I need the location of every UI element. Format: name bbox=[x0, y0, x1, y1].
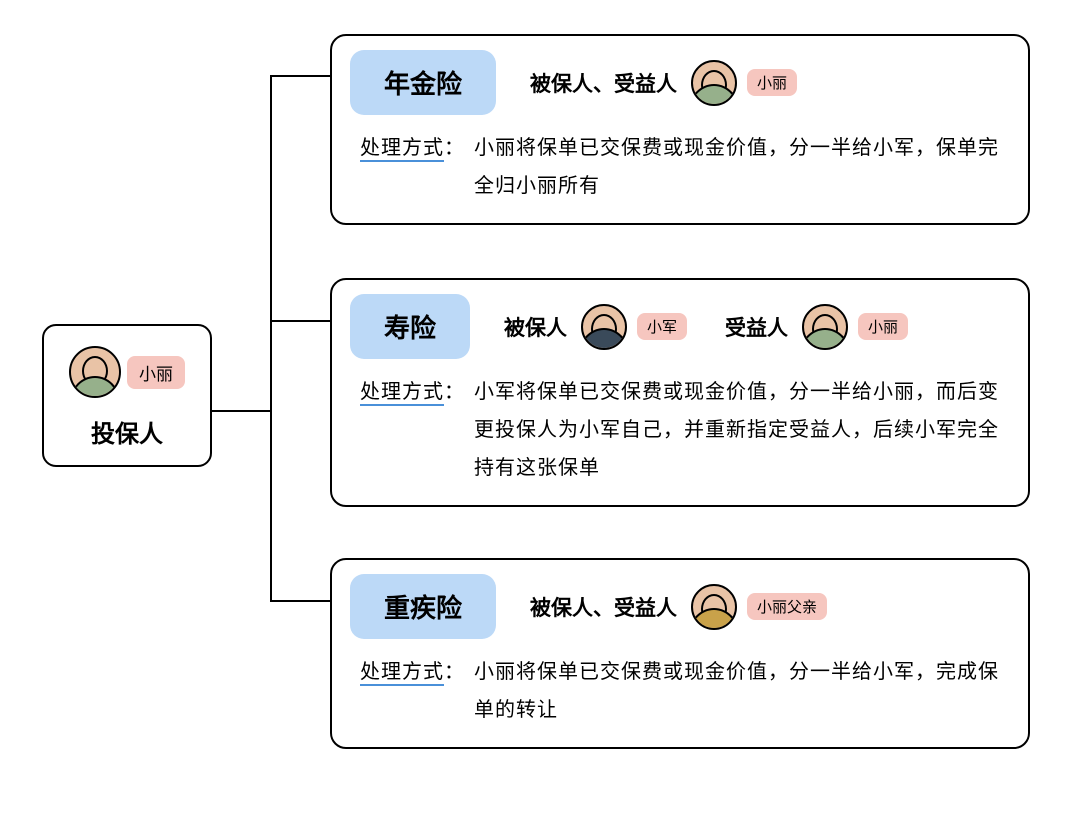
connector-line bbox=[212, 410, 270, 412]
role-label: 受益人 bbox=[725, 312, 788, 342]
root-avatar-row: 小丽 bbox=[69, 346, 185, 398]
root-name-tag: 小丽 bbox=[127, 356, 185, 389]
insurance-type-tab: 年金险 bbox=[350, 50, 496, 115]
roles-row: 被保人、受益人 小丽父亲 bbox=[530, 584, 827, 630]
avatar-woman bbox=[802, 304, 848, 350]
avatar-elder bbox=[691, 584, 737, 630]
person-name-tag: 小丽父亲 bbox=[747, 593, 827, 620]
branch-header: 年金险 被保人、受益人 小丽 bbox=[332, 36, 1028, 115]
insurance-type-tab: 重疾险 bbox=[350, 574, 496, 639]
role-label: 被保人、受益人 bbox=[530, 68, 677, 98]
process-row: 处理方式： 小军将保单已交保费或现金价值，分一半给小丽，而后变更投保人为小军自己，… bbox=[332, 359, 1028, 487]
person-name-tag: 小丽 bbox=[747, 69, 797, 96]
role-label: 被保人 bbox=[504, 312, 567, 342]
person-name-tag: 小军 bbox=[637, 313, 687, 340]
process-label: 处理方式： bbox=[360, 373, 464, 404]
roles-row: 被保人、受益人 小丽 bbox=[530, 60, 797, 106]
root-role-label: 投保人 bbox=[91, 414, 163, 449]
process-row: 处理方式： 小丽将保单已交保费或现金价值，分一半给小军，完成保单的转让 bbox=[332, 639, 1028, 729]
avatar-woman bbox=[69, 346, 121, 398]
branch-box-0: 年金险 被保人、受益人 小丽处理方式： 小丽将保单已交保费或现金价值，分一半给小军，保… bbox=[330, 34, 1030, 225]
branch-box-1: 寿险 被保人 小军 受益人 小丽处理方式： 小军将保单已交保费或现金价值，分一半给小丽，而… bbox=[330, 278, 1030, 507]
avatar-woman bbox=[691, 60, 737, 106]
roles-row: 被保人 小军 受益人 小丽 bbox=[504, 304, 908, 350]
connector-line bbox=[270, 600, 330, 602]
insurance-type-tab: 寿险 bbox=[350, 294, 470, 359]
connector-line bbox=[270, 75, 272, 602]
connector-line bbox=[270, 320, 330, 322]
process-label: 处理方式： bbox=[360, 129, 464, 160]
process-text: 小军将保单已交保费或现金价值，分一半给小丽，而后变更投保人为小军自己，并重新指定… bbox=[474, 373, 1000, 487]
branch-header: 寿险 被保人 小军 受益人 小丽 bbox=[332, 280, 1028, 359]
process-row: 处理方式： 小丽将保单已交保费或现金价值，分一半给小军，保单完全归小丽所有 bbox=[332, 115, 1028, 205]
person-name-tag: 小丽 bbox=[858, 313, 908, 340]
branch-header: 重疾险 被保人、受益人 小丽父亲 bbox=[332, 560, 1028, 639]
role-label: 被保人、受益人 bbox=[530, 592, 677, 622]
avatar-man bbox=[581, 304, 627, 350]
process-label: 处理方式： bbox=[360, 653, 464, 684]
root-policyholder-box: 小丽 投保人 bbox=[42, 324, 212, 467]
process-text: 小丽将保单已交保费或现金价值，分一半给小军，保单完全归小丽所有 bbox=[474, 129, 1000, 205]
process-text: 小丽将保单已交保费或现金价值，分一半给小军，完成保单的转让 bbox=[474, 653, 1000, 729]
connector-line bbox=[270, 75, 330, 77]
branch-box-2: 重疾险 被保人、受益人 小丽父亲处理方式： 小丽将保单已交保费或现金价值，分一半给小军… bbox=[330, 558, 1030, 749]
